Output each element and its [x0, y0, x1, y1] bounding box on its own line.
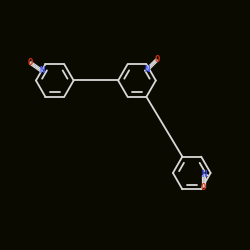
- Text: O: O: [154, 56, 160, 64]
- Text: N: N: [201, 170, 206, 179]
- Text: N: N: [39, 66, 44, 76]
- Text: O: O: [28, 58, 33, 67]
- Text: N: N: [144, 65, 150, 74]
- Text: O: O: [201, 183, 206, 192]
